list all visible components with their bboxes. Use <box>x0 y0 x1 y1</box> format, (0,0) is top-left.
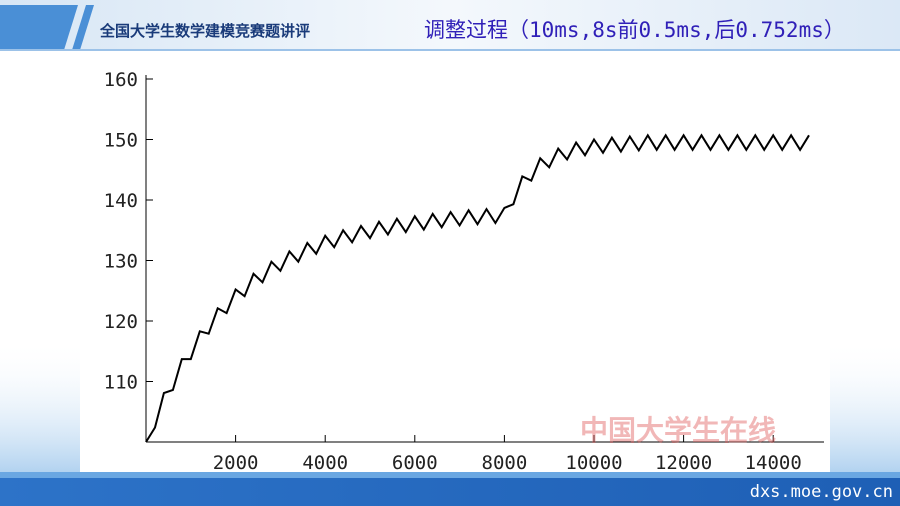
course-title: 全国大学生数学建模竞赛题讲评 <box>99 22 310 40</box>
series-line <box>145 133 810 443</box>
footer-url: dxs.moe.gov.cn <box>750 482 893 502</box>
y-tick-label: 130 <box>104 251 138 273</box>
x-tick-label: 4000 <box>302 452 348 474</box>
watermark: 中国大学生在线 <box>580 414 776 447</box>
chart-panel <box>80 60 830 472</box>
header-stripe <box>0 5 78 50</box>
x-tick-label: 12000 <box>655 452 712 474</box>
header-band <box>0 0 900 50</box>
footer-stripe <box>0 472 900 478</box>
x-tick-label: 2000 <box>213 452 259 474</box>
y-tick-label: 110 <box>104 372 138 394</box>
x-tick-label: 8000 <box>482 452 528 474</box>
x-tick-label: 6000 <box>392 452 438 474</box>
slide-title: 调整过程（10ms,8s前0.5ms,后0.752ms） <box>424 18 845 42</box>
plot: 110 120 130 140 150 160 2000 4000 6000 8000 10000 1… <box>104 69 824 474</box>
y-tick-label: 120 <box>104 311 138 333</box>
y-tick-label: 140 <box>104 190 138 212</box>
y-tick-label: 150 <box>104 130 138 152</box>
x-tick-label: 14000 <box>745 452 802 474</box>
y-tick-label: 160 <box>104 69 138 91</box>
header-stripe <box>72 5 94 50</box>
x-tick-label: 10000 <box>565 452 622 474</box>
